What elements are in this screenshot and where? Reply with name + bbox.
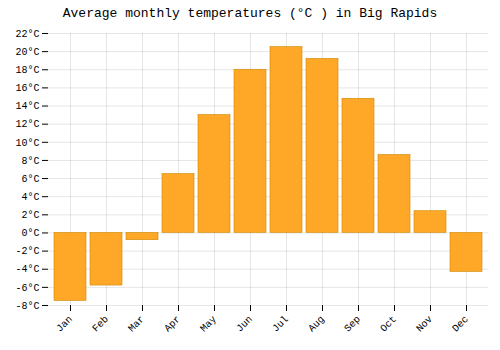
svg-text:18°C: 18°C bbox=[15, 65, 39, 76]
svg-text:Jun: Jun bbox=[234, 314, 255, 335]
svg-text:Mar: Mar bbox=[126, 314, 147, 335]
svg-text:May: May bbox=[198, 314, 219, 335]
html-text:Average monthly temperatures (: Average monthly temperatures (°C ) in Bi… bbox=[62, 6, 438, 21]
svg-text:Sep: Sep bbox=[342, 314, 363, 335]
svg-text:-2°C: -2°C bbox=[15, 246, 39, 257]
svg-text:Feb: Feb bbox=[90, 314, 111, 335]
svg-text:16°C: 16°C bbox=[15, 83, 39, 94]
svg-text:14°C: 14°C bbox=[15, 101, 39, 112]
svg-text:-8°C: -8°C bbox=[15, 301, 39, 312]
svg-text:Apr: Apr bbox=[162, 314, 183, 335]
svg-text:Jan: Jan bbox=[54, 314, 75, 335]
svg-text:12°C: 12°C bbox=[15, 119, 39, 130]
svg-text:0°C: 0°C bbox=[21, 228, 39, 239]
svg-text:20°C: 20°C bbox=[15, 47, 39, 58]
svg-text:Nov: Nov bbox=[414, 314, 435, 335]
svg-text:Oct: Oct bbox=[378, 314, 399, 335]
svg-text:8°C: 8°C bbox=[21, 156, 39, 167]
svg-text:Aug: Aug bbox=[306, 314, 327, 335]
svg-text:-4°C: -4°C bbox=[15, 264, 39, 275]
svg-text:22°C: 22°C bbox=[15, 29, 39, 40]
svg-text:Dec: Dec bbox=[450, 314, 471, 335]
svg-text:-6°C: -6°C bbox=[15, 283, 39, 294]
svg-text:10°C: 10°C bbox=[15, 138, 39, 149]
svg-text:6°C: 6°C bbox=[21, 174, 39, 185]
svg-text:4°C: 4°C bbox=[21, 192, 39, 203]
svg-text:2°C: 2°C bbox=[21, 210, 39, 221]
svg-text:Jul: Jul bbox=[270, 314, 291, 335]
